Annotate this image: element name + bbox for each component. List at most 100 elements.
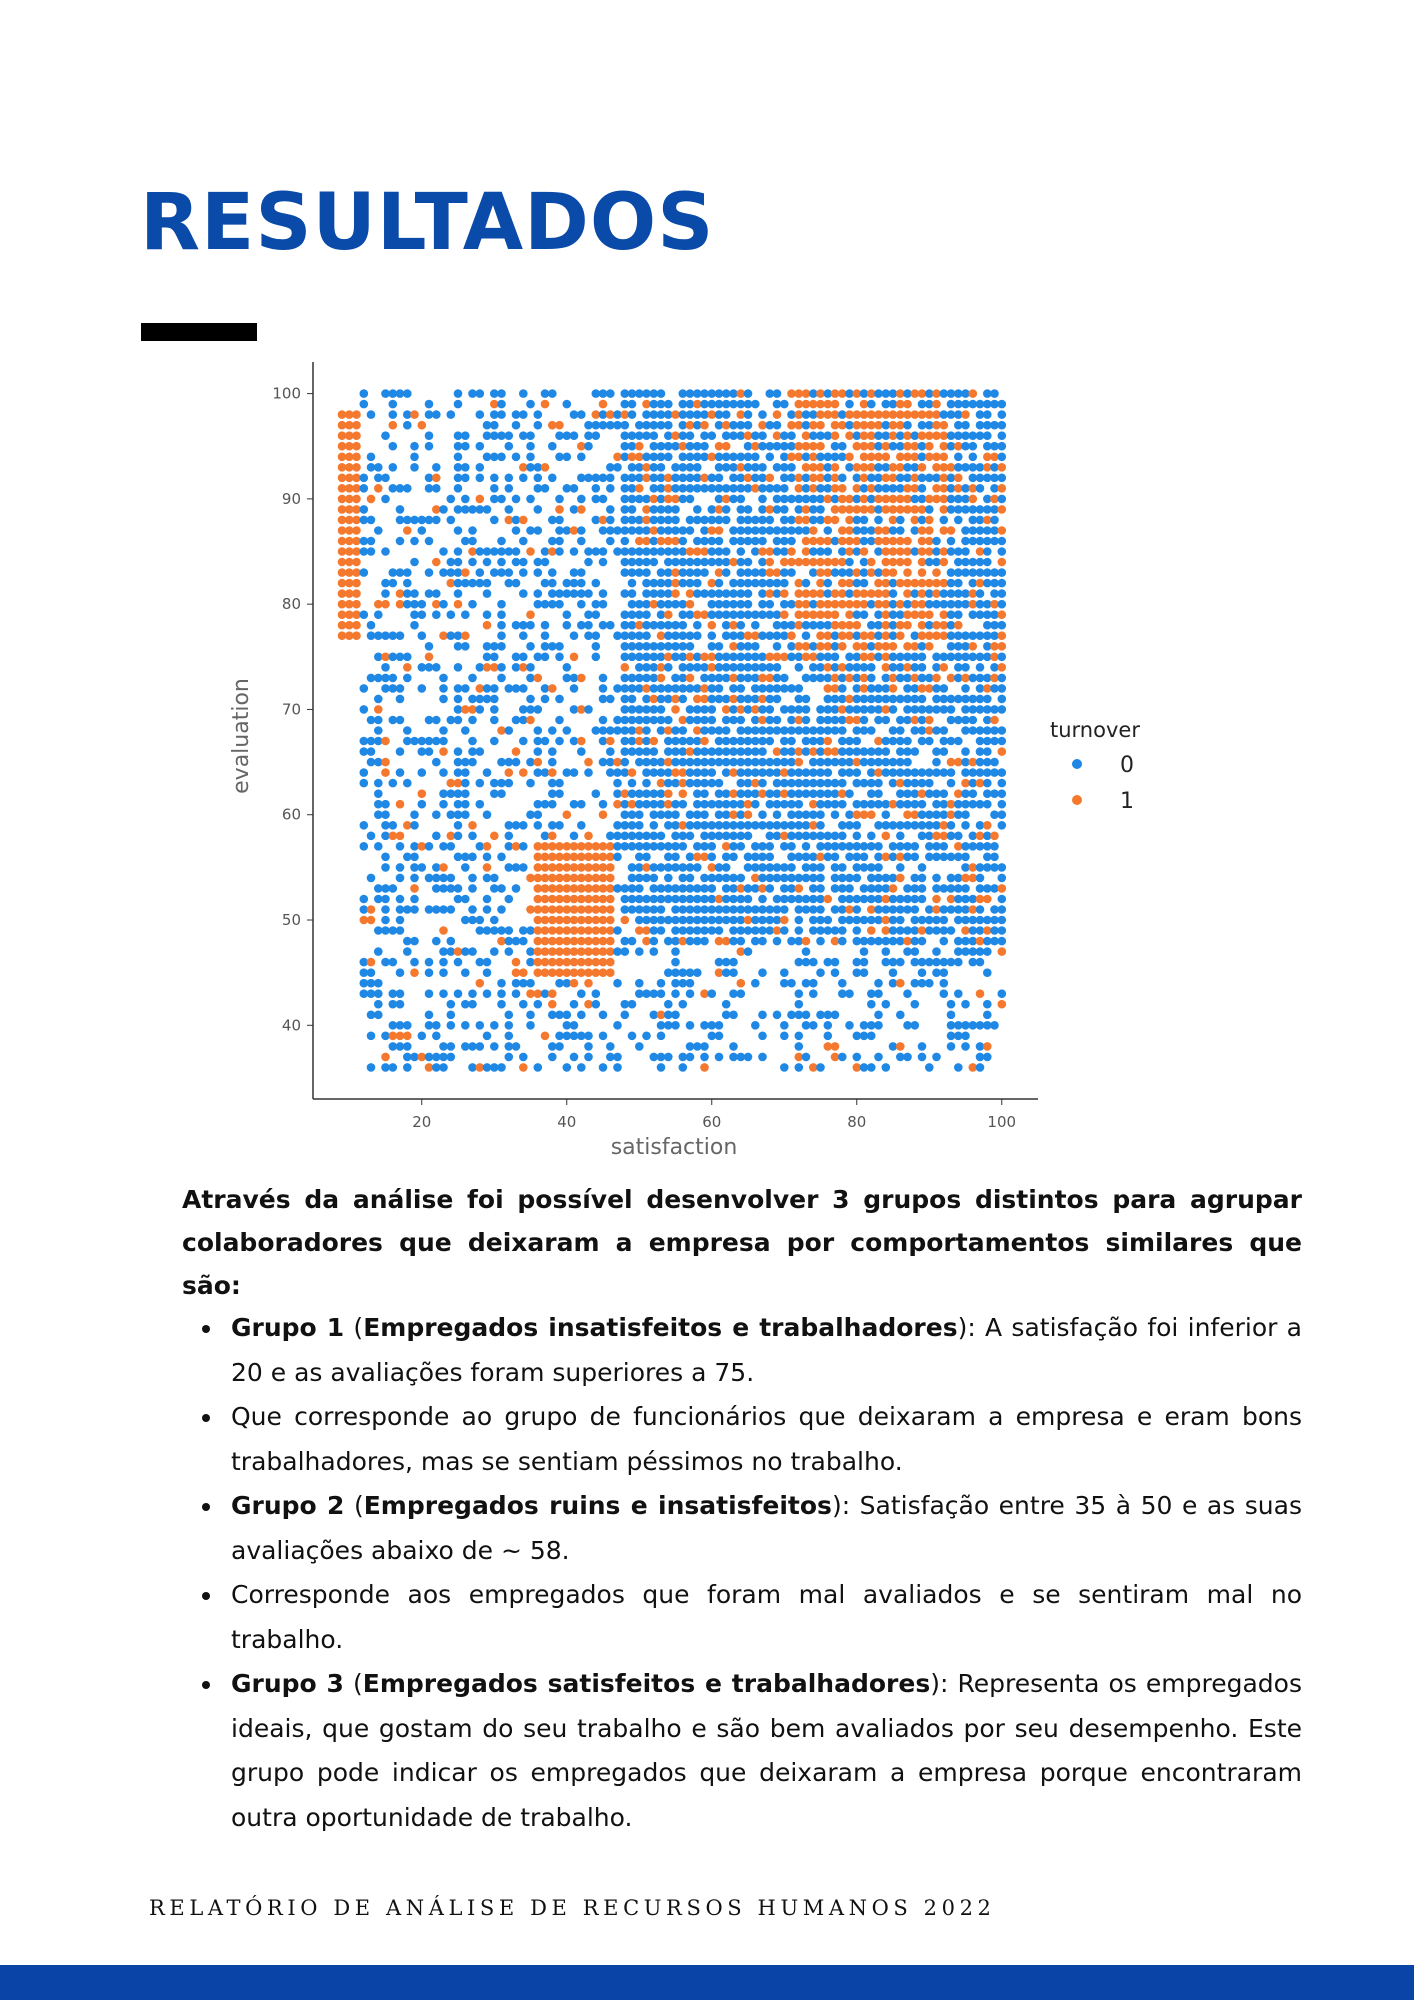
point-turnover-0 bbox=[997, 778, 1007, 788]
point-turnover-0 bbox=[867, 684, 876, 693]
point-turnover-0 bbox=[635, 884, 644, 893]
point-turnover-1 bbox=[453, 599, 463, 609]
point-turnover-0 bbox=[366, 989, 376, 998]
point-turnover-1 bbox=[671, 410, 680, 419]
point-turnover-0 bbox=[888, 1042, 898, 1051]
point-turnover-0 bbox=[627, 431, 637, 440]
point-turnover-1 bbox=[671, 589, 680, 598]
point-turnover-1 bbox=[352, 578, 361, 588]
point-turnover-0 bbox=[896, 431, 905, 440]
point-turnover-0 bbox=[598, 473, 608, 483]
point-turnover-0 bbox=[975, 799, 985, 809]
point-turnover-0 bbox=[598, 494, 608, 504]
point-turnover-0 bbox=[823, 715, 833, 725]
point-turnover-1 bbox=[845, 410, 854, 419]
point-turnover-0 bbox=[990, 463, 999, 472]
point-turnover-0 bbox=[693, 894, 702, 904]
point-turnover-1 bbox=[903, 399, 912, 409]
point-turnover-0 bbox=[591, 726, 601, 735]
point-turnover-1 bbox=[859, 684, 869, 693]
point-turnover-1 bbox=[859, 399, 869, 409]
point-turnover-1 bbox=[678, 789, 688, 798]
point-turnover-0 bbox=[809, 663, 818, 672]
point-turnover-1 bbox=[577, 968, 586, 977]
point-turnover-0 bbox=[417, 610, 427, 619]
point-turnover-1 bbox=[555, 842, 564, 851]
point-turnover-1 bbox=[917, 536, 927, 546]
point-turnover-0 bbox=[809, 431, 818, 440]
point-turnover-0 bbox=[627, 526, 637, 535]
point-turnover-0 bbox=[656, 452, 666, 462]
point-turnover-0 bbox=[975, 610, 985, 619]
point-turnover-0 bbox=[859, 389, 869, 398]
point-turnover-1 bbox=[801, 589, 811, 598]
point-turnover-1 bbox=[751, 631, 760, 640]
point-turnover-0 bbox=[816, 821, 825, 830]
point-turnover-1 bbox=[809, 747, 818, 756]
point-turnover-0 bbox=[736, 631, 746, 640]
point-turnover-0 bbox=[990, 578, 999, 588]
point-turnover-1 bbox=[794, 578, 804, 588]
point-turnover-0 bbox=[461, 505, 470, 514]
point-turnover-0 bbox=[954, 389, 963, 398]
legend-label-0: 0 bbox=[1120, 753, 1134, 778]
point-turnover-0 bbox=[772, 389, 782, 398]
point-turnover-0 bbox=[751, 863, 760, 872]
point-turnover-0 bbox=[584, 557, 593, 567]
point-turnover-1 bbox=[794, 1052, 804, 1062]
point-turnover-1 bbox=[838, 420, 847, 430]
point-turnover-1 bbox=[613, 799, 622, 809]
point-turnover-0 bbox=[954, 589, 963, 598]
point-turnover-0 bbox=[743, 926, 753, 935]
point-turnover-0 bbox=[685, 484, 695, 493]
point-turnover-1 bbox=[533, 905, 543, 914]
point-turnover-0 bbox=[910, 778, 920, 788]
point-turnover-0 bbox=[983, 441, 992, 451]
point-turnover-0 bbox=[910, 894, 920, 904]
point-turnover-0 bbox=[896, 768, 905, 777]
point-turnover-0 bbox=[366, 736, 376, 746]
point-turnover-1 bbox=[671, 494, 680, 504]
point-turnover-0 bbox=[954, 399, 963, 409]
point-turnover-0 bbox=[526, 526, 535, 535]
point-turnover-0 bbox=[990, 536, 999, 546]
point-turnover-1 bbox=[395, 599, 405, 609]
point-turnover-0 bbox=[881, 999, 891, 1009]
point-turnover-1 bbox=[337, 463, 347, 472]
group-1-explanation: Que corresponde ao grupo de funcionários… bbox=[231, 1402, 1302, 1476]
point-turnover-1 bbox=[424, 652, 434, 662]
point-turnover-0 bbox=[997, 536, 1007, 546]
point-turnover-1 bbox=[809, 463, 818, 472]
point-turnover-0 bbox=[548, 821, 557, 830]
y-tick-label: 50 bbox=[282, 911, 301, 929]
point-turnover-0 bbox=[584, 589, 593, 598]
point-turnover-0 bbox=[809, 726, 818, 735]
point-turnover-0 bbox=[758, 526, 767, 535]
point-turnover-0 bbox=[627, 463, 637, 472]
point-turnover-1 bbox=[533, 947, 543, 956]
point-turnover-0 bbox=[765, 599, 775, 609]
point-turnover-1 bbox=[859, 589, 869, 598]
point-turnover-0 bbox=[504, 1052, 514, 1062]
point-turnover-0 bbox=[961, 557, 970, 567]
point-turnover-0 bbox=[881, 821, 891, 830]
point-turnover-0 bbox=[721, 505, 731, 514]
point-turnover-0 bbox=[678, 431, 688, 440]
point-turnover-0 bbox=[627, 557, 637, 567]
point-turnover-0 bbox=[642, 599, 651, 609]
point-turnover-1 bbox=[823, 631, 833, 640]
point-turnover-1 bbox=[932, 431, 941, 440]
point-turnover-0 bbox=[997, 915, 1007, 925]
point-turnover-1 bbox=[555, 905, 564, 914]
point-turnover-0 bbox=[664, 852, 673, 862]
point-turnover-0 bbox=[606, 694, 615, 704]
point-turnover-0 bbox=[424, 473, 434, 483]
point-turnover-0 bbox=[917, 863, 927, 872]
point-turnover-0 bbox=[874, 778, 883, 788]
point-turnover-1 bbox=[511, 842, 521, 851]
point-turnover-0 bbox=[432, 831, 441, 841]
point-turnover-0 bbox=[591, 999, 601, 1009]
point-turnover-0 bbox=[526, 957, 535, 967]
point-turnover-0 bbox=[925, 620, 934, 630]
point-turnover-0 bbox=[439, 736, 448, 746]
